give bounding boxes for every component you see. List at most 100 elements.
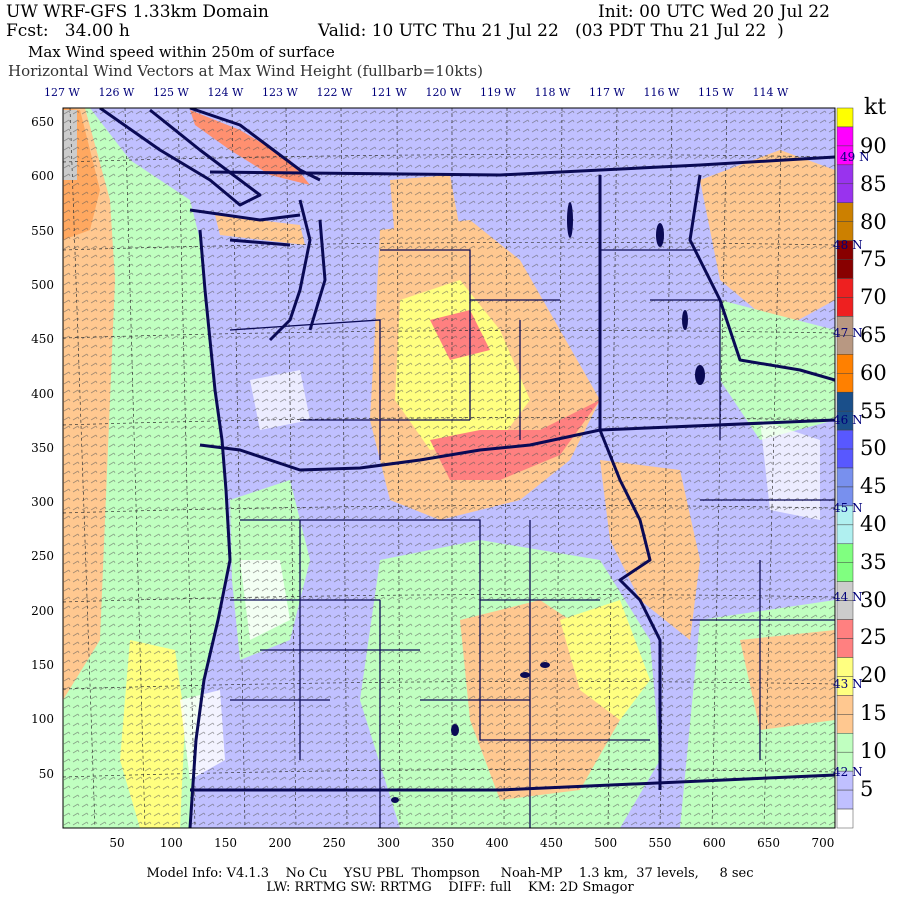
colorbar-swatch [836,789,854,810]
y-tick-label: 600 [31,169,54,184]
colorbar-label: 10 [860,738,887,763]
x-tick-label: 100 [159,836,183,850]
latitude-label: 44 N [833,590,863,604]
lakes [391,202,705,803]
model-title: UW WRF-GFS 1.33km Domain [6,2,269,22]
y-tick-label: 400 [31,386,54,401]
colorbar-swatch [836,695,854,715]
colorbar-label: 25 [860,625,887,650]
wind-barbs [63,108,835,828]
state-borders [99,108,835,828]
x-tick-label: 650 [757,836,781,850]
colorbar-swatch [836,354,854,374]
colorbar-label: 85 [860,171,887,196]
colorbar-label: 55 [860,398,887,423]
colorbar-swatch [836,638,854,658]
straits-coast [189,208,301,247]
colorbar-label: 35 [860,549,887,574]
x-tick-label: 200 [268,836,292,850]
longitude-label: 118 W [534,86,571,99]
id-mt-border [688,174,835,382]
colorbar-label: 90 [860,134,887,158]
colorbar-swatch [836,733,854,753]
physics-info: LW: RRTMG SW: RRTMG DIFF: full KM: 2D Sm… [266,880,634,895]
colorbar-swatch [836,524,854,545]
colorbar-swatch [836,619,854,639]
latitude-label: 46 N [833,413,863,427]
y-tick-label: 450 [31,332,54,347]
colorbar-swatch [836,467,854,488]
colorbar-swatch [836,107,854,128]
latitude-label: 42 N [833,765,863,779]
x-tick-label: 700 [811,836,835,850]
forecast-hour: Fcst: 34.00 h [6,21,130,41]
y-tick-label: 650 [31,115,54,129]
y-tick-label: 200 [31,603,54,618]
colorbar-swatch [836,448,854,469]
colorbar-label: 70 [860,285,887,310]
map-frame [62,107,836,829]
x-tick-label: 250 [322,836,346,850]
colorbar-swatch [836,164,854,185]
longitude-label: 127 W [44,86,80,99]
colorbar-unit: kt [864,95,887,120]
y-tick-label: 150 [31,658,54,672]
y-tick-label: 350 [31,440,54,455]
longitude-label: 114 W [752,86,789,99]
wa-or-border-columbia [199,418,835,472]
longitude-label: 121 W [371,86,407,99]
colorbar-label: 50 [860,436,887,461]
x-tick-label: 50 [109,836,125,850]
colorbar-swatch [836,429,854,450]
longitude-label: 120 W [425,86,462,99]
map-field [63,108,835,828]
longitude-label: 117 W [589,86,625,99]
colorbar-swatch [836,808,854,829]
latitude-label: 49 N [840,150,870,164]
or-id-border [598,429,662,790]
colorbar-swatch [836,183,854,203]
valid-time: Valid: 10 UTC Thu 21 Jul 22 (03 PDT Thu … [318,21,784,41]
y-tick-label: 550 [31,223,54,238]
x-tick-label: 550 [648,836,672,850]
vancouver-island [99,108,262,207]
longitude-label: 123 W [262,86,298,99]
model-info: Model Info: V4.1.3 No Cu YSU PBL Thompso… [146,866,754,881]
colorbar-label: 60 [860,360,887,385]
latitude-label: 48 N [833,238,863,252]
x-tick-label: 400 [485,836,509,850]
south-border [190,773,835,792]
colorbar-swatch [836,391,854,412]
x-tick-label: 600 [702,836,726,850]
longitude-label: 126 W [98,86,135,99]
x-tick-label: 500 [594,836,618,850]
colorbar-swatch [836,278,854,298]
puget-sound [268,199,327,342]
colorbar-swatch [836,562,854,582]
coastline [188,229,232,828]
vectors-title: Horizontal Wind Vectors at Max Wind Heig… [8,62,483,80]
x-tick-label: 450 [539,836,563,850]
y-tick-label: 500 [31,277,54,292]
colorbar-label: 5 [860,776,874,801]
longitude-label: 125 W [153,86,189,99]
colorbar-label: 80 [860,209,887,234]
x-tick-label: 150 [214,836,238,850]
colorbar-swatch [836,543,854,563]
colorbar-label: 30 [860,587,887,612]
colorbar-swatch [836,714,854,734]
colorbar-swatch [836,259,854,279]
canada-border [209,155,835,177]
bc-mainland-coast [189,108,321,182]
colorbar [836,107,854,829]
latitude-label: 43 N [833,677,863,691]
longitude-label: 116 W [643,86,680,99]
latitude-label: 47 N [833,326,863,340]
colorbar-label: 40 [860,512,887,536]
longitude-label: 122 W [316,86,353,99]
colorbar-swatch [836,202,854,222]
longitude-label: 115 W [698,86,734,99]
colorbar-swatch [836,297,854,317]
longitude-label: 124 W [207,86,244,99]
